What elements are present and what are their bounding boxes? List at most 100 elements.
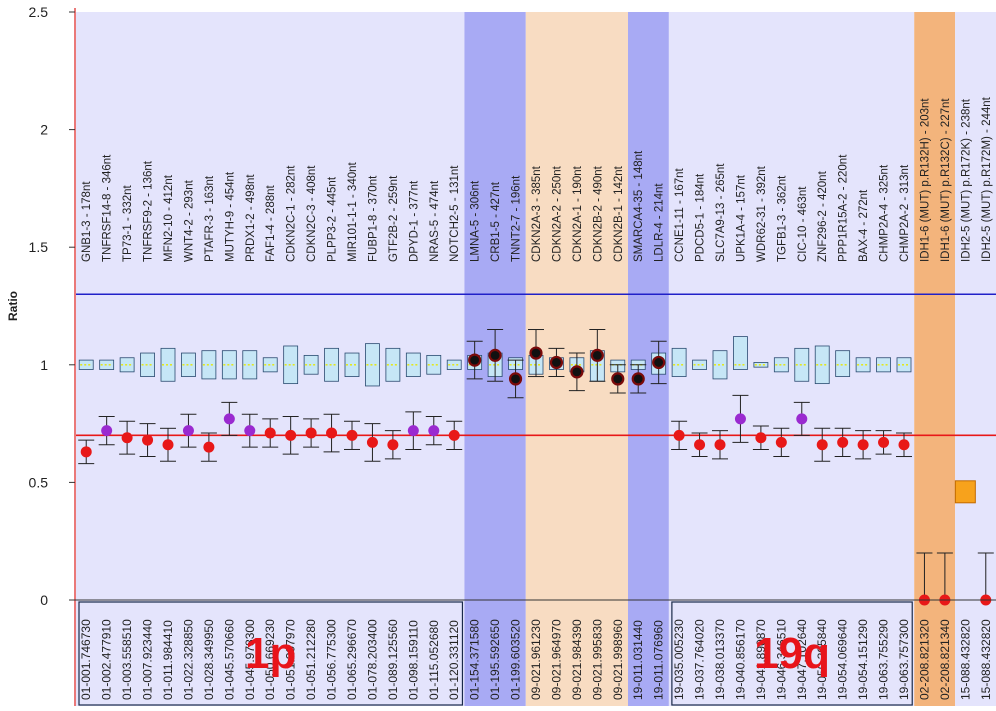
data-point	[694, 439, 706, 451]
probe-name-label: TNFRSF14-8 - 346nt	[102, 154, 114, 262]
data-point	[857, 439, 869, 451]
data-point	[816, 439, 828, 451]
x-tick-label: 19-011.031440	[631, 620, 645, 700]
y-tick-label: 0	[40, 592, 48, 608]
probe-name-label: PLPP3-2 - 445nt	[327, 176, 339, 262]
probe-name-label: CIC-10 - 463nt	[797, 186, 809, 262]
probe-name-label: DPYD-1 - 377nt	[408, 180, 420, 262]
probe-name-label: BAX-4 - 272nt	[858, 189, 870, 262]
x-tick-label: 01-050.669230	[263, 619, 277, 700]
x-tick-label: 09-021.984390	[570, 619, 584, 700]
x-tick-label: 01-007.923440	[141, 619, 155, 700]
probe-name-label: CHMP2A-2 - 313nt	[899, 164, 911, 262]
x-tick-label: 01-120.331120	[447, 620, 461, 700]
data-point	[305, 427, 317, 439]
data-point	[878, 436, 890, 448]
probe-name-label: MIR101-1-1 - 340nt	[347, 161, 359, 262]
probe-name-label: WDR62-31 - 392nt	[756, 165, 768, 262]
x-tick-label: 01-154.371580	[468, 619, 482, 700]
background-bands	[76, 12, 996, 706]
probe-name-label: CDKN2C-1 - 282nt	[286, 165, 298, 262]
data-point	[796, 413, 808, 425]
data-point	[203, 441, 215, 453]
data-point	[162, 439, 174, 451]
data-point	[590, 348, 604, 362]
region-label-1p: 1p	[245, 629, 296, 678]
box-layer	[78, 336, 912, 387]
probe-name-label: ZNF296-2 - 420nt	[817, 170, 829, 262]
probe-name-label: TGFB1-3 - 362nt	[776, 175, 788, 262]
data-point	[570, 365, 584, 379]
probe-name-label: IDH1-6 (MUT) p.R132H) - 203nt	[919, 98, 931, 262]
y-tick-label: 2.5	[29, 4, 49, 20]
x-tick-label: 01-045.570660	[222, 619, 236, 700]
probe-name-label: LDLR-4 - 214nt	[654, 183, 666, 262]
data-point	[142, 434, 154, 446]
x-tick-label: 01-022.328850	[181, 619, 195, 700]
data-point	[244, 425, 256, 437]
x-tick-label: 19-035.005230	[672, 619, 686, 700]
data-point	[631, 372, 645, 386]
background-band	[668, 12, 915, 706]
x-tick-label: 19-050.305840	[815, 619, 829, 700]
x-tick-label: 01-115.052680	[427, 620, 441, 700]
data-point	[407, 425, 419, 437]
probe-name-label: IDH1-6 (MUT) p.R132C) - 227nt	[940, 98, 952, 262]
probe-name-label: FAF1-4 - 288nt	[265, 184, 277, 262]
y-tick-label: 0.5	[29, 474, 49, 490]
probe-name-label: GNB1-3 - 178nt	[81, 181, 93, 262]
data-point	[488, 348, 502, 362]
x-tick-label: 01-098.159110	[406, 620, 420, 700]
x-tick-label: 01-011.984410	[161, 620, 175, 700]
probe-name-label: TNNT2-7 - 196nt	[511, 175, 523, 262]
data-point	[326, 427, 338, 439]
probe-box	[733, 336, 748, 370]
probe-name-label: CCNE1-11 - 167nt	[674, 167, 686, 262]
data-point	[428, 425, 440, 437]
probe-name-label: CRB1-5 - 427nt	[490, 181, 502, 262]
region-label-19q: 19q	[754, 629, 830, 678]
probe-name-label: NRAS-5 - 474nt	[429, 180, 441, 262]
x-tick-label: 01-195.592650	[488, 619, 502, 700]
x-tick-label: 19-040.856170	[733, 619, 747, 700]
region-labels: 1p 19q	[78, 601, 913, 706]
x-tick-label: 19-037.764020	[693, 619, 707, 700]
x-tick-label: 02-208.821340	[938, 619, 952, 700]
probe-name-label: PPP1R15A-2 - 220nt	[838, 154, 850, 262]
data-point	[264, 427, 276, 439]
data-point	[611, 372, 625, 386]
probe-box	[835, 350, 851, 377]
probe-name-label: TP73-1 - 332nt	[122, 184, 134, 262]
probe-name-label: CDKN2C-3 - 408nt	[306, 165, 318, 262]
data-point	[734, 413, 746, 425]
probe-name-label: CDKN2A-2 - 250nt	[551, 165, 563, 262]
x-tick-label: 19-054.151290	[856, 619, 870, 700]
data-point	[121, 432, 133, 444]
x-tick-label: 01-028.349950	[202, 619, 216, 700]
probe-name-label: MUTYH-9 - 454nt	[224, 171, 236, 262]
probe-name-label: IDH2-5 (MUT) p.R172K) - 238nt	[960, 98, 972, 262]
y-axis-title: Ratio	[6, 291, 20, 321]
data-point	[387, 439, 399, 451]
x-tick-label: 19-038.013370	[713, 619, 727, 700]
data-point	[652, 355, 666, 370]
probe-name-label: WNT4-2 - 293nt	[183, 179, 195, 262]
x-tick-label: 09-021.995830	[590, 619, 604, 700]
x-tick-label: 09-021.961230	[529, 619, 543, 700]
data-point	[529, 346, 543, 360]
probe-name-label: CDKN2B-2 - 490nt	[592, 165, 604, 262]
x-tick-label: 19-047.102640	[795, 619, 809, 700]
probe-name-label: TNFRSF9-2 - 136nt	[143, 160, 155, 262]
probe-name-label: NOTCH2-5 - 131nt	[449, 165, 461, 262]
x-tick-label: 01-089.125560	[386, 619, 400, 700]
data-point	[223, 413, 235, 425]
x-tick-label: 19-063.757300	[897, 619, 911, 700]
x-tick-label: 19-054.069640	[836, 619, 850, 700]
probe-name-label: PTAFR-3 - 163nt	[204, 175, 216, 262]
x-tick-label: 01-001.746730	[79, 619, 93, 700]
data-point	[714, 439, 726, 451]
probe-name-label: CDKN2A-1 - 190nt	[572, 165, 584, 262]
probe-labels: GNB1-3 - 178nt TNFRSF14-8 - 346nt TP73-1 -…	[81, 96, 993, 262]
